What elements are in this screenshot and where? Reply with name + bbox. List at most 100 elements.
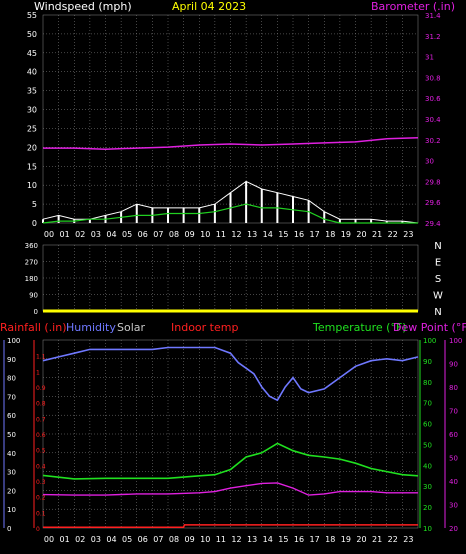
temperature-tick-label: 80 [423,379,432,387]
temperature-tick-label: 90 [423,358,432,366]
rainfall-tick-label: 0.1 [36,510,46,517]
windspeed-line [42,180,419,224]
hour-label: 17 [310,230,320,239]
hour-label: 07 [153,535,163,544]
dewpoint-tick-label: 60 [449,431,458,439]
dewpoint-tick-label: 90 [449,361,458,369]
windspeed-tick-label: 15 [27,162,37,171]
hour-label: 01 [60,535,70,544]
barometer-tick-label: 30.8 [425,74,441,82]
hour-label: 03 [91,535,101,544]
hour-label: 10 [200,535,210,544]
windspeed-bar [370,219,373,223]
windspeed-tick-label: 25 [27,124,37,133]
direction-tick-label: 90 [29,292,38,300]
hour-label: 16 [294,535,304,544]
hour-label: 22 [388,535,398,544]
windspeed-bar [385,221,388,223]
direction-tick-label: 360 [25,242,38,250]
hour-label: 18 [325,230,335,239]
temperature-tick-label: 70 [423,400,432,408]
compass-label: S [435,274,441,285]
windspeed-tick-label: 55 [27,11,37,20]
rainfall-tick-label: 0.2 [36,495,46,502]
dewpoint-tick-label: 50 [449,455,458,463]
temperature-axis: 10 20 30 40 50 60 70 80 90 100 [423,337,436,533]
humidity-tick-label: 0 [7,525,11,533]
solar-label: Solar [117,321,146,334]
windspeed-tick-label: 5 [32,200,37,209]
barometer-tick-label: 31 [425,54,434,62]
humidity-tick-label: 40 [7,450,16,458]
dewpoint-tick-label: 100 [449,337,462,345]
barometer-tick-label: 31.2 [425,33,441,41]
wind-panel-grid [43,15,418,223]
hour-label: 20 [356,535,366,544]
barometer-tick-label: 30 [425,158,434,166]
humidity-tick-label: 20 [7,487,16,495]
temperature-line [42,442,419,480]
windspeed-tick-label: 0 [32,219,37,228]
humidity-tick-label: 80 [7,375,16,383]
windspeed-bar [323,211,326,223]
rainfall-label: Rainfall (.in) [0,321,67,334]
windspeed-tick-label: 45 [27,49,37,58]
gust-line [42,203,418,224]
windspeed-bar [88,219,91,223]
rainfall-tick-label: 0.5 [36,448,46,455]
temperature-tick-label: 20 [423,504,432,512]
windspeed-tick-label: 40 [27,68,37,77]
rainfall-axis: 0 0.1 0.2 0.3 0.4 0.5 0.6 0.7 0.8 0.9 1 1.1 [36,354,46,533]
hour-label: 11 [216,230,226,239]
hour-label: 21 [372,230,382,239]
humidity-tick-label: 50 [7,431,16,439]
humidity-tick-label: 10 [7,506,16,514]
hour-label: 13 [247,535,257,544]
windspeed-bar [401,221,404,223]
indoor-temp-label: Indoor temp [171,321,238,334]
hour-label: 00 [44,535,54,544]
hour-label: 02 [75,230,85,239]
barometer-tick-label: 29.4 [425,220,441,228]
compass-label: N [434,307,441,318]
windspeed-bar [42,219,44,223]
hour-label: 06 [138,535,148,544]
barometer-tick-label: 29.6 [425,199,441,207]
rainfall-tick-label: 0 [36,526,40,533]
direction-axis: 0 90 180 270 360 [25,242,38,316]
hour-label: 14 [263,230,273,239]
barometer-tick-label: 29.8 [425,178,441,186]
hour-label: 10 [200,230,210,239]
hour-label: 18 [325,535,335,544]
hour-label: 05 [122,230,132,239]
hour-label: 02 [75,535,85,544]
climate-panel-hour-labels: 00 01 02 03 04 05 06 07 08 09 10 11 12 13 14 15 16 17 18 19… [44,535,414,544]
hour-label: 19 [341,535,351,544]
dewpoint-tick-label: 70 [449,408,458,416]
hour-label: 15 [278,230,288,239]
chart-title: April 04 2023 [172,0,246,13]
compass-label: E [435,258,441,269]
hour-label: 12 [231,230,241,239]
barometer-tick-label: 31.4 [425,12,441,20]
hour-label: 00 [44,230,54,239]
humidity-line [42,346,419,402]
hour-label: 23 [403,230,413,239]
temperature-label: Temperature (°F) [312,321,407,334]
windspeed-bar [260,188,263,223]
hour-label: 09 [185,535,195,544]
dewpoint-label: Dew Point (°F) [393,321,466,334]
rainfall-tick-label: 1.1 [36,354,46,361]
hour-label: 15 [278,535,288,544]
rainfall-tick-label: 0.4 [36,463,46,470]
humidity-tick-label: 100 [7,337,20,345]
barometer-tick-label: 30.6 [425,95,441,103]
humidity-tick-label: 60 [7,412,16,420]
hour-label: 03 [91,230,101,239]
